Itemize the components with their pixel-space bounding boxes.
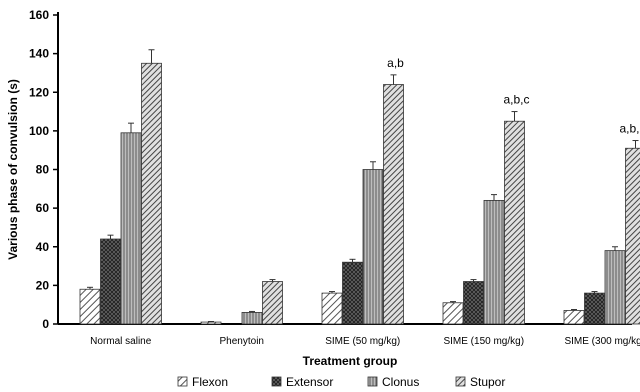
bar-clonus [362, 169, 384, 325]
y-tick-label: 60 [36, 201, 50, 215]
bar-flexon [79, 288, 101, 325]
bar-flexon [321, 292, 343, 325]
y-tick-label: 40 [36, 240, 50, 254]
x-tick-label: Phenytoin [220, 336, 264, 347]
legend-label-clonus: Clonus [382, 375, 419, 389]
bar-stupor [262, 281, 283, 325]
bar-stupor [141, 62, 162, 325]
legend-label-extensor: Extensor [286, 375, 333, 389]
y-tick-label: 20 [36, 278, 50, 292]
bar-clonus [241, 312, 263, 325]
x-tick-label: SIME (300 mg/kg) [564, 336, 640, 347]
y-tick-label: 0 [42, 317, 49, 331]
x-tick-label: SIME (150 mg/kg) [443, 336, 524, 347]
y-tick-label: 160 [29, 8, 49, 22]
significance-annotation: a,b,c [503, 93, 529, 107]
bar-extensor [463, 281, 484, 325]
y-axis-title: Various phase of convulsion (s) [6, 79, 20, 260]
legend-label-flexon: Flexon [192, 375, 228, 389]
bar-clonus [604, 250, 626, 325]
x-axis-title: Treatment group [303, 354, 398, 368]
bar-clonus [483, 199, 505, 325]
bar-stupor [383, 84, 404, 325]
x-tick-label: SIME (50 mg/kg) [325, 336, 400, 347]
plot-area: 0 20 40 60 80 100 120 140 160 Various phase of co… [6, 8, 640, 389]
y-tick-label: 140 [29, 47, 49, 61]
x-tick-label: Normal saline [90, 336, 152, 347]
legend-swatch-stupor [455, 376, 466, 387]
bar-flexon [200, 321, 222, 325]
bar-stupor [625, 147, 640, 325]
bar-stupor [504, 120, 525, 325]
y-tick-label: 80 [36, 163, 50, 177]
bar-flexon [563, 310, 585, 325]
bar-clonus [120, 132, 142, 325]
bar-extensor [100, 238, 121, 325]
y-tick-label: 120 [29, 85, 49, 99]
bar-extensor [584, 292, 605, 325]
legend-swatch-clonus [367, 376, 378, 387]
bar-flexon [442, 302, 464, 325]
y-tick-label: 100 [29, 124, 49, 138]
legend-label-stupor: Stupor [470, 375, 505, 389]
bar-extensor [342, 261, 363, 325]
significance-annotation: a,b [387, 56, 404, 70]
significance-annotation: a,b,c,d [619, 122, 640, 136]
legend-swatch-flexon [177, 376, 188, 387]
legend-swatch-extensor [271, 376, 282, 387]
